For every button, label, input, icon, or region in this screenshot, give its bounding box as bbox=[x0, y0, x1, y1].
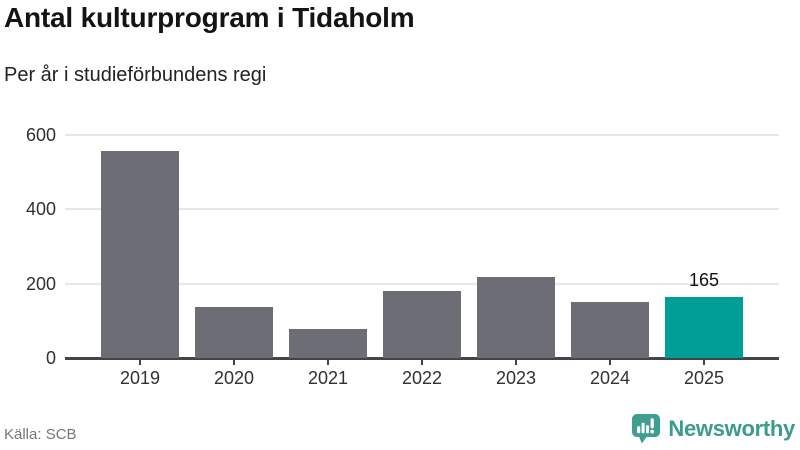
chart-subtitle: Per år i studieförbundens regi bbox=[4, 64, 267, 86]
bar-2022 bbox=[383, 291, 461, 358]
x-tick-2019 bbox=[139, 358, 141, 365]
x-tick-2024 bbox=[609, 358, 611, 365]
gridline-600 bbox=[65, 134, 779, 136]
newsworthy-logo[interactable]: Newsworthy bbox=[631, 413, 795, 445]
plot-area: 2019 2020 2021 2022 2023 2024 165 2025 bbox=[65, 134, 779, 388]
y-tick-label-600: 600 bbox=[25, 125, 56, 145]
x-tick-label-2022: 2022 bbox=[401, 368, 443, 388]
bar-2023 bbox=[477, 277, 555, 358]
bar-2025 bbox=[665, 297, 743, 358]
x-tick-2023 bbox=[515, 358, 517, 365]
x-tick-label-2025: 2025 bbox=[683, 368, 725, 388]
x-tick-2021 bbox=[327, 358, 329, 365]
x-tick-2020 bbox=[233, 358, 235, 365]
x-tick-2022 bbox=[421, 358, 423, 365]
chart-title: Antal kulturprogram i Tidaholm bbox=[4, 2, 415, 33]
x-tick-label-2021: 2021 bbox=[307, 368, 349, 388]
bar-value-label-2025: 165 bbox=[688, 270, 720, 290]
bar-2019 bbox=[101, 151, 179, 358]
gridline-400 bbox=[65, 208, 779, 211]
y-tick-label-0: 0 bbox=[45, 348, 56, 368]
gridline-200 bbox=[65, 282, 779, 285]
x-tick-label-2023: 2023 bbox=[495, 368, 537, 388]
x-tick-label-2020: 2020 bbox=[213, 368, 255, 388]
newsworthy-wordmark: Newsworthy bbox=[668, 416, 795, 441]
source-note: Källa: SCB bbox=[4, 426, 77, 443]
y-tick-label-400: 400 bbox=[25, 199, 56, 220]
x-tick-label-2024: 2024 bbox=[589, 368, 631, 388]
bar-2024 bbox=[571, 302, 649, 358]
x-tick-label-2019: 2019 bbox=[119, 368, 161, 388]
y-axis: 0 200 400 600 bbox=[0, 125, 56, 368]
x-tick-2025 bbox=[703, 358, 705, 365]
bar-2021 bbox=[289, 329, 367, 358]
bar-2020 bbox=[195, 307, 273, 358]
y-tick-label-200: 200 bbox=[25, 273, 56, 294]
newsworthy-bubble-chart-icon bbox=[631, 413, 661, 445]
